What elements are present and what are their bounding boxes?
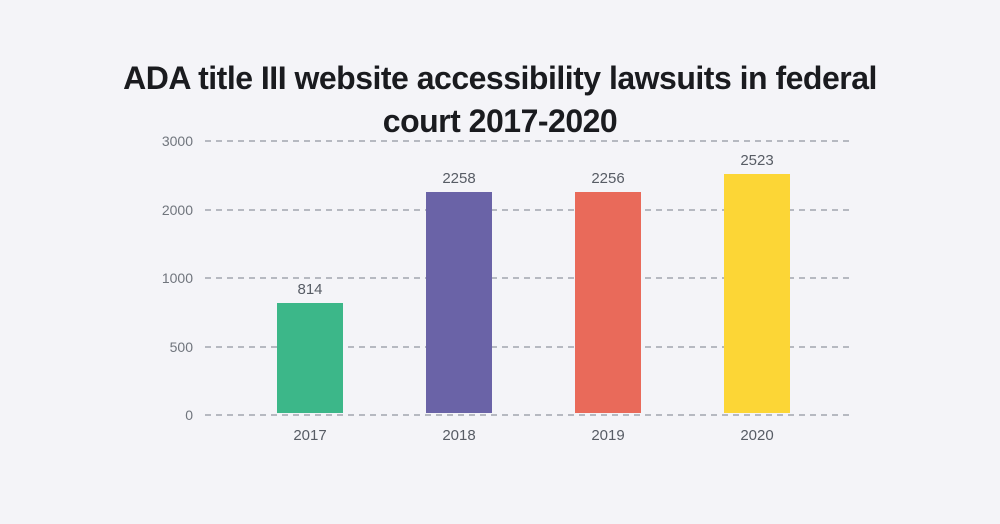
y-tick-label-0: 0 [185,407,193,423]
bar-2019 [575,191,641,413]
value-label-2018: 2258 [442,169,476,187]
y-tick-label-2000: 2000 [161,201,193,218]
chart-title: ADA title III website accessibility laws… [0,57,1000,143]
gridline-1000 [205,277,852,279]
y-tick-label-3000: 3000 [161,133,193,149]
value-label-2020: 2523 [740,151,774,169]
gridline-3000 [205,140,852,142]
value-label-2017: 814 [297,281,323,299]
x-axis-label-2019: 2019 [591,427,625,444]
gridline-500 [205,345,852,348]
x-axis-label-2017: 2017 [293,427,327,444]
value-label-2019: 2256 [591,169,625,187]
y-tick-label-1000: 1000 [161,270,193,286]
x-axis-label-2018: 2018 [442,427,476,444]
bar-2018 [426,191,492,413]
chart-title-line-2: court 2017-2020 [382,103,618,140]
x-axis-label-2020: 2020 [740,427,774,444]
gridline-2000 [205,208,852,211]
gridline-0 [205,414,852,416]
bar-2020 [724,173,790,413]
y-tick-label-500: 500 [169,338,193,355]
chart-title-line-1: ADA title III website accessibility laws… [123,60,877,97]
bar-2017 [277,303,343,413]
